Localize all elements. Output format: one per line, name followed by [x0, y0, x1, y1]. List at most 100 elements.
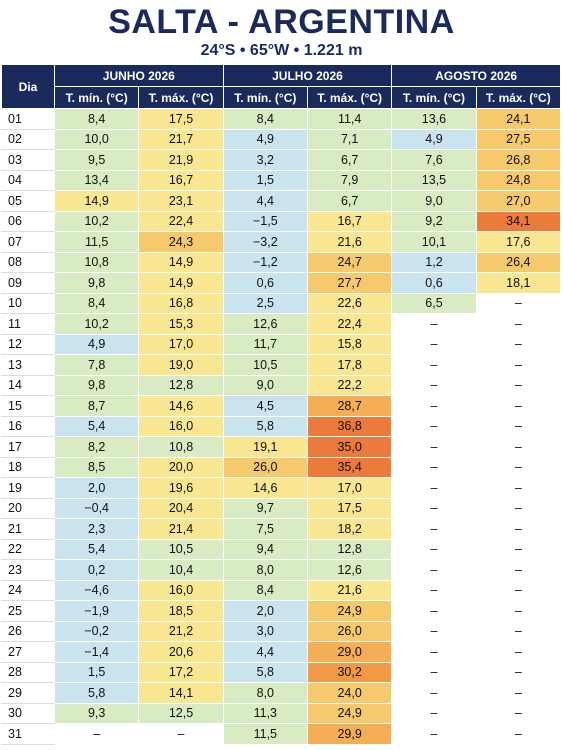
day-cell: 15	[1, 395, 55, 417]
temperature-cell: 4,4	[222, 190, 308, 212]
temperature-cell: 8,4	[53, 108, 140, 130]
temperature-cell: 8,2	[53, 436, 140, 458]
temperature-cell: 10,8	[53, 251, 140, 273]
column-header: T. máx. (°C)	[138, 86, 224, 109]
day-cell: 25	[1, 600, 55, 622]
temperature-cell: 6,7	[306, 149, 393, 171]
temperature-cell: 14,6	[138, 395, 224, 417]
temperature-cell: 29,9	[306, 723, 393, 745]
temperature-cell: 8,4	[222, 579, 308, 601]
temperature-cell: 10,8	[138, 436, 224, 458]
temperature-cell: 14,9	[138, 272, 224, 294]
temperature-cell: 1,5	[53, 661, 140, 683]
temperature-cell: 24,0	[306, 682, 393, 704]
temperature-cell: 8,5	[53, 456, 140, 478]
day-cell: 22	[1, 538, 55, 560]
temperature-cell: 12,5	[138, 702, 224, 724]
temperature-cell: −3,2	[222, 231, 308, 253]
temperature-cell: –	[475, 333, 562, 355]
temperature-cell: 7,5	[222, 518, 308, 540]
title: SALTA - ARGENTINA	[108, 3, 455, 41]
table-row: 07 11,5 24,3 −3,2 21,6 10,1 17,6	[1, 231, 562, 253]
table-row: 27 −1,4 20,6 4,4 29,0– –	[1, 641, 562, 663]
day-cell: 19	[1, 477, 55, 499]
day-cell: 02	[1, 128, 55, 150]
temperature-cell: 9,7	[222, 497, 308, 519]
month-header: JULHO 2026	[222, 64, 393, 87]
temperature-cell: 0,2	[53, 559, 140, 581]
day-cell: 16	[1, 415, 55, 437]
table-row: 11 10,2 15,3 12,6 22,4– –	[1, 313, 562, 335]
temperature-cell: 9,3	[53, 702, 140, 724]
temperature-cell: −1,5	[222, 210, 308, 232]
temperature-cell: –	[475, 620, 562, 642]
subtitle: 24°S • 65°W • 1.221 m	[200, 42, 363, 59]
day-cell: 08	[1, 251, 55, 273]
temperature-cell: 11,5	[53, 231, 140, 253]
day-cell: 10	[1, 292, 55, 314]
temperature-cell: 13,6	[391, 108, 477, 130]
table-row: 08 10,8 14,9 −1,2 24,7 1,2 26,4	[1, 251, 562, 273]
temperature-cell: –	[138, 723, 224, 745]
day-cell: 29	[1, 682, 55, 704]
temperature-cell: 9,0	[391, 190, 477, 212]
day-cell: 04	[1, 169, 55, 191]
temperature-cell: 30,2	[306, 661, 393, 683]
temperature-cell: 4,9	[53, 333, 140, 355]
table-row: 28 1,5 17,2 5,8 30,2– –	[1, 661, 562, 683]
temperature-cell: −1,4	[53, 641, 140, 663]
table-row: 09 9,8 14,9 0,6 27,7 0,6 18,1	[1, 272, 562, 294]
temperature-cell: –	[391, 333, 477, 355]
temperature-cell: 12,6	[306, 559, 393, 581]
temperature-cell: –	[391, 702, 477, 724]
temperature-table: Dia JUNHO 2026 JULHO 2026 AGOSTO 2026 T.…	[1, 64, 562, 745]
temperature-cell: –	[475, 559, 562, 581]
table-row: 10 8,4 16,8 2,5 22,6 6,5–	[1, 292, 562, 314]
temperature-cell: –	[475, 477, 562, 499]
temperature-cell: 5,8	[222, 661, 308, 683]
day-cell: 18	[1, 456, 55, 478]
temperature-cell: 17,5	[306, 497, 393, 519]
temperature-cell: –	[391, 436, 477, 458]
temperature-cell: 16,7	[138, 169, 224, 191]
temperature-cell: 11,3	[222, 702, 308, 724]
temperature-cell: 11,7	[222, 333, 308, 355]
day-cell: 01	[1, 108, 55, 130]
temperature-cell: 12,6	[222, 313, 308, 335]
temperature-cell: –	[475, 682, 562, 704]
temperature-cell: 7,1	[306, 128, 393, 150]
column-header: T. mín. (°C)	[53, 86, 140, 109]
temperature-cell: 10,2	[53, 313, 140, 335]
table-row: 26 −0,2 21,2 3,0 26,0– –	[1, 620, 562, 642]
day-cell: 31	[1, 723, 55, 745]
temperature-cell: 26,0	[222, 456, 308, 478]
column-header: T. máx. (°C)	[306, 86, 393, 109]
temperature-cell: 17,5	[138, 108, 224, 130]
temperature-cell: 24,8	[475, 169, 562, 191]
table-row: 25 −1,9 18,5 2,0 24,9– –	[1, 600, 562, 622]
temperature-cell: 2,0	[53, 477, 140, 499]
month-header: JUNHO 2026	[54, 64, 224, 87]
temperature-cell: 34,1	[475, 210, 562, 232]
temperature-cell: 7,8	[53, 354, 140, 376]
temperature-cell: −0,4	[53, 497, 140, 519]
temperature-cell: 15,8	[306, 333, 393, 355]
temperature-cell: –	[391, 661, 477, 683]
temperature-cell: 4,5	[222, 395, 308, 417]
temperature-cell: 18,1	[475, 272, 562, 294]
table-row: 20 −0,4 20,4 9,7 17,5– –	[1, 497, 562, 519]
day-cell: 27	[1, 641, 55, 663]
temperature-cell: 20,4	[138, 497, 224, 519]
table-row: 19 2,0 19,6 14,6 17,0– –	[1, 477, 562, 499]
temperature-cell: –	[475, 497, 562, 519]
day-cell: 11	[1, 313, 55, 335]
temperature-cell: 4,9	[391, 128, 477, 150]
temperature-cell: 5,4	[53, 538, 140, 560]
temperature-cell: 21,6	[306, 579, 393, 601]
temperature-cell: 16,8	[138, 292, 224, 314]
table-row: 17 8,2 10,8 19,1 35,0– –	[1, 436, 562, 458]
temperature-cell: 10,0	[53, 128, 140, 150]
temperature-cell: –	[391, 538, 477, 560]
temperature-cell: –	[391, 313, 477, 335]
day-cell: 13	[1, 354, 55, 376]
